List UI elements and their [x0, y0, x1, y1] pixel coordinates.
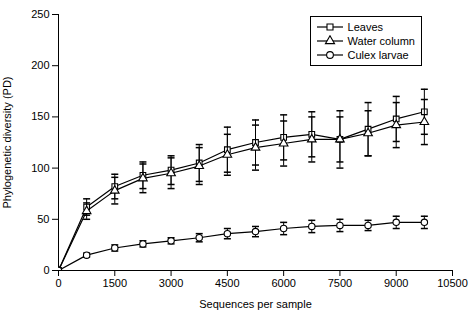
html-text:Leaves: Leaves: [347, 21, 383, 33]
svg-text:9000: 9000: [384, 277, 408, 289]
svg-text:Sequences per sample: Sequences per sample: [199, 298, 312, 310]
svg-text:1500: 1500: [103, 277, 127, 289]
svg-text:0: 0: [55, 277, 61, 289]
svg-text:150: 150: [31, 110, 49, 122]
svg-text:4500: 4500: [215, 277, 239, 289]
html-text:Water column: Water column: [347, 35, 415, 47]
svg-text:7500: 7500: [328, 277, 352, 289]
svg-text:200: 200: [31, 59, 49, 71]
svg-text:Phylogenetic diversity (PD): Phylogenetic diversity (PD): [1, 76, 13, 208]
svg-text:50: 50: [37, 213, 49, 225]
svg-text:3000: 3000: [159, 277, 183, 289]
svg-text:6000: 6000: [271, 277, 295, 289]
html-text:Culex larvae: Culex larvae: [347, 49, 409, 61]
svg-text:100: 100: [31, 162, 49, 174]
svg-text:250: 250: [31, 8, 49, 20]
svg-text:10500: 10500: [437, 277, 468, 289]
svg-text:0: 0: [43, 264, 49, 276]
